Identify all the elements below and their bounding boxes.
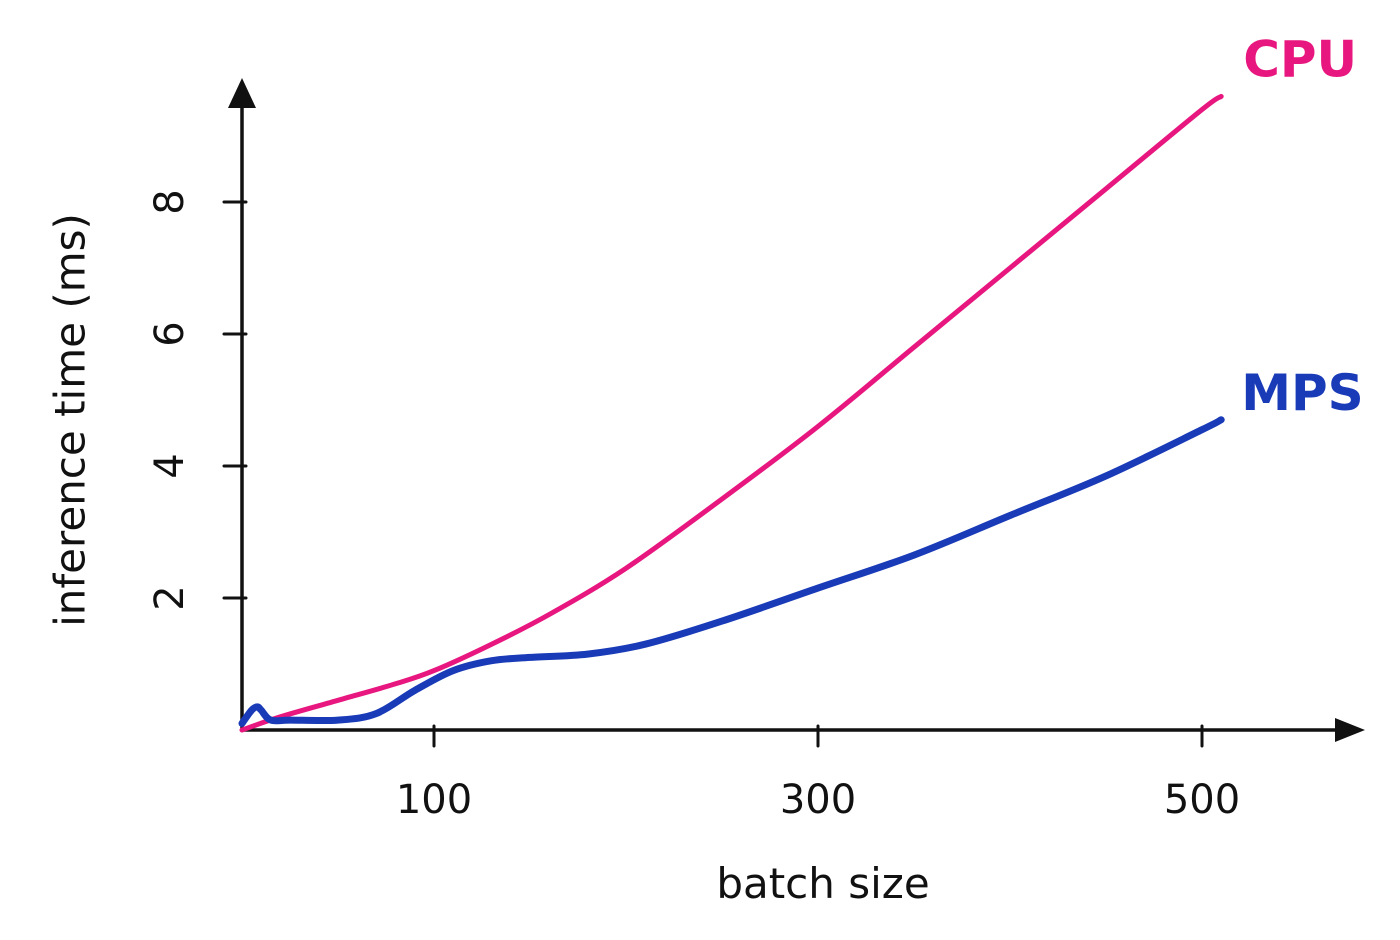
x-axis-label: batch size [716, 859, 929, 908]
series-label-mps: MPS [1241, 364, 1363, 422]
series-labels: CPU MPS [1241, 30, 1363, 421]
y-tick-label: 4 [147, 453, 193, 478]
series-line-mps [238, 416, 1225, 727]
series-label-cpu: CPU [1243, 30, 1357, 88]
y-tick-label: 8 [147, 189, 193, 214]
x-tick-label: 300 [780, 777, 856, 823]
y-axis-arrowhead [228, 78, 256, 108]
axes [228, 78, 1365, 742]
ticks: 100 300 500 2 4 6 8 [147, 189, 1240, 823]
y-tick-label: 6 [147, 321, 193, 346]
x-tick-label: 500 [1164, 777, 1240, 823]
x-tick-label: 100 [396, 777, 472, 823]
series-lines [238, 93, 1225, 733]
series-line-cpu [239, 93, 1224, 733]
y-axis-label: inference time (ms) [46, 213, 95, 627]
y-tick-label: 2 [147, 585, 193, 610]
x-axis-arrowhead [1335, 718, 1365, 742]
